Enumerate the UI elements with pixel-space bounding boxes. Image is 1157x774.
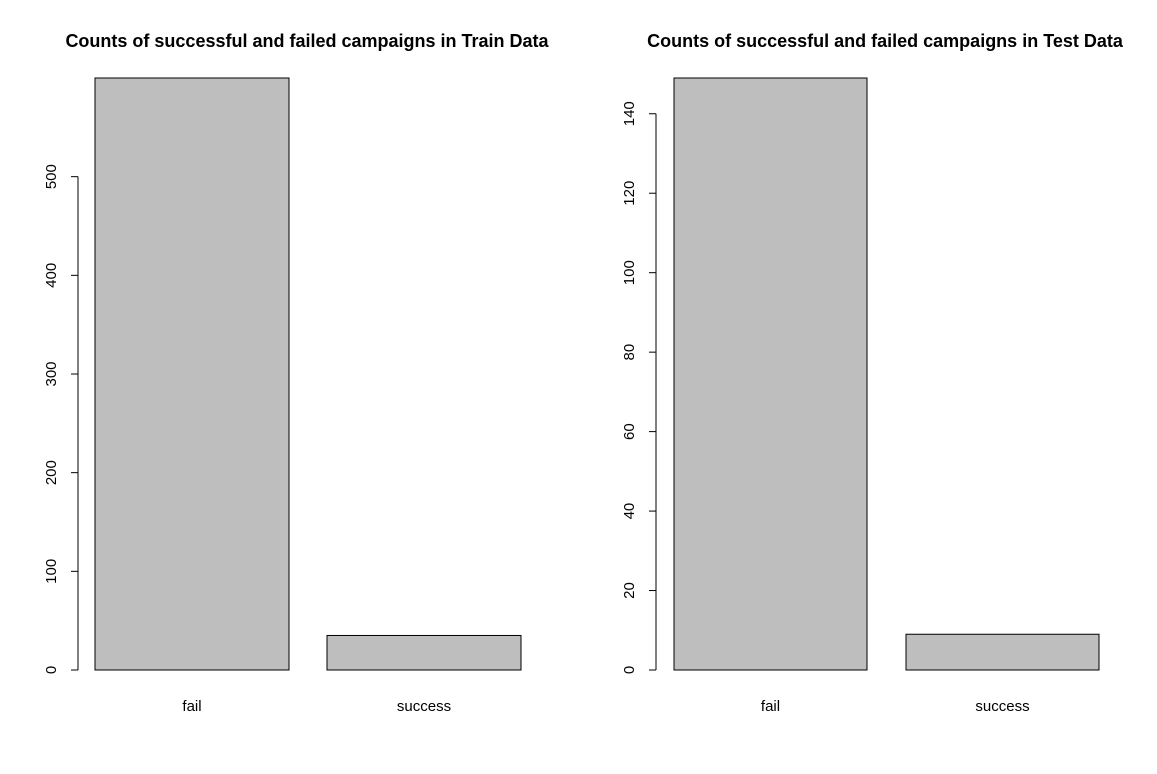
test-y-tick-label: 80 xyxy=(621,344,638,361)
train-y-tick-label: 100 xyxy=(43,559,60,584)
test-y-tick-label: 60 xyxy=(621,423,638,440)
train-chart-title: Counts of successful and failed campaign… xyxy=(65,31,549,51)
test-y-tick-label: 120 xyxy=(621,181,638,206)
train-category-label: success xyxy=(397,698,451,715)
train-bar-fail xyxy=(94,77,290,671)
train-y-tick-label: 0 xyxy=(43,666,60,674)
train-y-tick-label: 500 xyxy=(43,164,60,189)
test-bar-success xyxy=(905,633,1100,671)
train-chart-panel: Counts of successful and failed campaign… xyxy=(43,31,550,715)
test-y-tick-label: 100 xyxy=(621,260,638,285)
test-y-tick-label: 140 xyxy=(621,101,638,126)
train-bar-success xyxy=(326,634,522,671)
test-y-tick-label: 40 xyxy=(621,503,638,520)
test-bar-fail xyxy=(673,77,868,671)
train-category-label: fail xyxy=(182,698,201,715)
test-category-label: success xyxy=(975,698,1029,715)
train-y-tick-label: 300 xyxy=(43,361,60,386)
test-chart-title: Counts of successful and failed campaign… xyxy=(647,31,1124,51)
test-y-tick-label: 0 xyxy=(621,666,638,674)
train-y-tick-label: 200 xyxy=(43,460,60,485)
test-category-label: fail xyxy=(761,698,780,715)
test-chart-panel: Counts of successful and failed campaign… xyxy=(621,31,1124,715)
train-y-tick-label: 400 xyxy=(43,263,60,288)
test-y-tick-label: 20 xyxy=(621,582,638,599)
